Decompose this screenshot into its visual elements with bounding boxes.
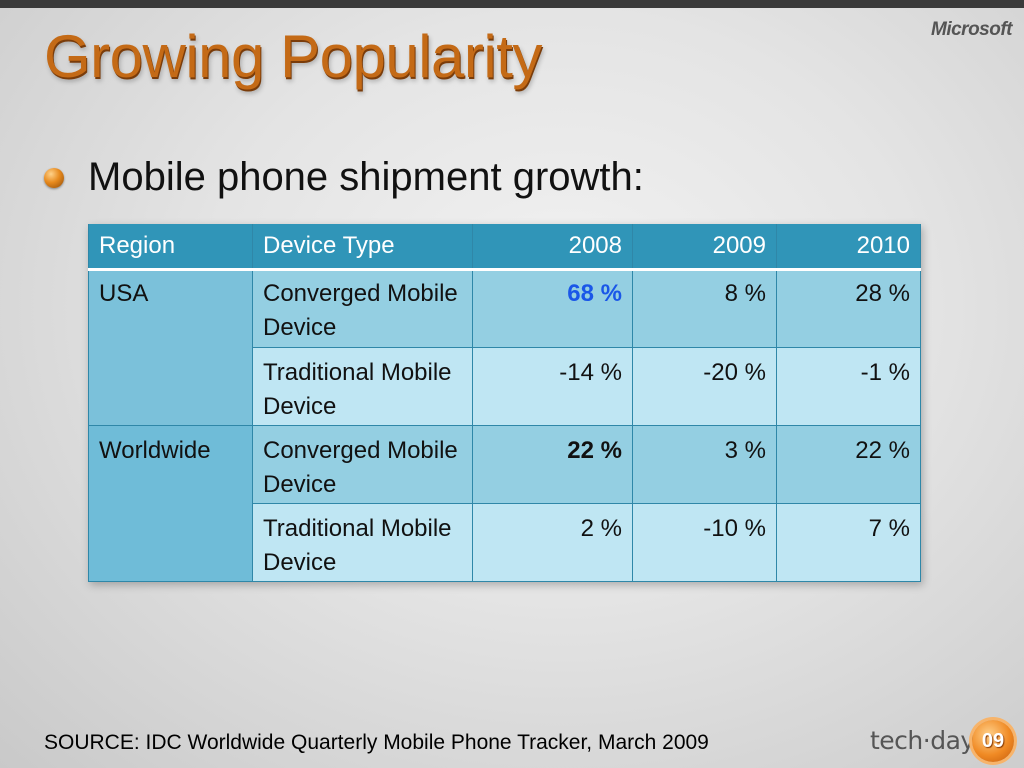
header-2008: 2008	[472, 224, 633, 271]
device-type-cell: Traditional Mobile Device	[252, 503, 473, 582]
header-2009: 2009	[632, 224, 777, 271]
header-2010: 2010	[776, 224, 921, 271]
header-region: Region	[88, 224, 253, 271]
region-cell: USA	[88, 269, 253, 426]
table-row: Traditional Mobile Device -14 % -20 % -1…	[89, 347, 921, 426]
value-2008-cell: -14 %	[472, 347, 633, 426]
value-2008-cell: 22 %	[472, 425, 633, 504]
value-2010-cell: 7 %	[776, 503, 921, 582]
value-2008-cell: 68 %	[472, 269, 633, 348]
header-device-type: Device Type	[252, 224, 473, 271]
value-2010-cell: 22 %	[776, 425, 921, 504]
shipment-growth-table: Region Device Type 2008 2009 2010 USA Co…	[88, 224, 921, 582]
bullet-text: Mobile phone shipment growth:	[88, 155, 644, 199]
table-row: Worldwide Converged Mobile Device 22 % 3…	[88, 425, 921, 582]
value-2010-cell: 28 %	[776, 269, 921, 348]
device-type-cell: Converged Mobile Device	[252, 269, 473, 348]
value-2009-cell: 3 %	[632, 425, 777, 504]
top-bar	[0, 0, 1024, 8]
techdays-logo: tech·days	[870, 726, 988, 755]
bullet-item: Mobile phone shipment growth:	[44, 155, 644, 200]
source-citation: SOURCE: IDC Worldwide Quarterly Mobile P…	[44, 731, 709, 754]
techdays-09-badge-icon: 09	[972, 720, 1014, 762]
value-2008-cell: 2 %	[472, 503, 633, 582]
table-row: USA Converged Mobile Device 68 % 8 % 28 …	[88, 269, 921, 426]
microsoft-logo: Microsoft	[931, 19, 1013, 40]
value-2009-cell: 8 %	[632, 269, 777, 348]
region-cell: Worldwide	[88, 425, 253, 582]
value-2009-cell: -10 %	[632, 503, 777, 582]
device-type-cell: Converged Mobile Device	[252, 425, 473, 504]
table-header-row: Region Device Type 2008 2009 2010	[88, 224, 921, 271]
device-type-cell: Traditional Mobile Device	[252, 347, 473, 426]
value-2010-cell: -1 %	[776, 347, 921, 426]
bullet-icon	[44, 167, 64, 188]
table-row: Traditional Mobile Device 2 % -10 % 7 %	[89, 503, 921, 582]
value-2009-cell: -20 %	[632, 347, 777, 426]
slide-title: Growing Popularity	[44, 23, 542, 90]
